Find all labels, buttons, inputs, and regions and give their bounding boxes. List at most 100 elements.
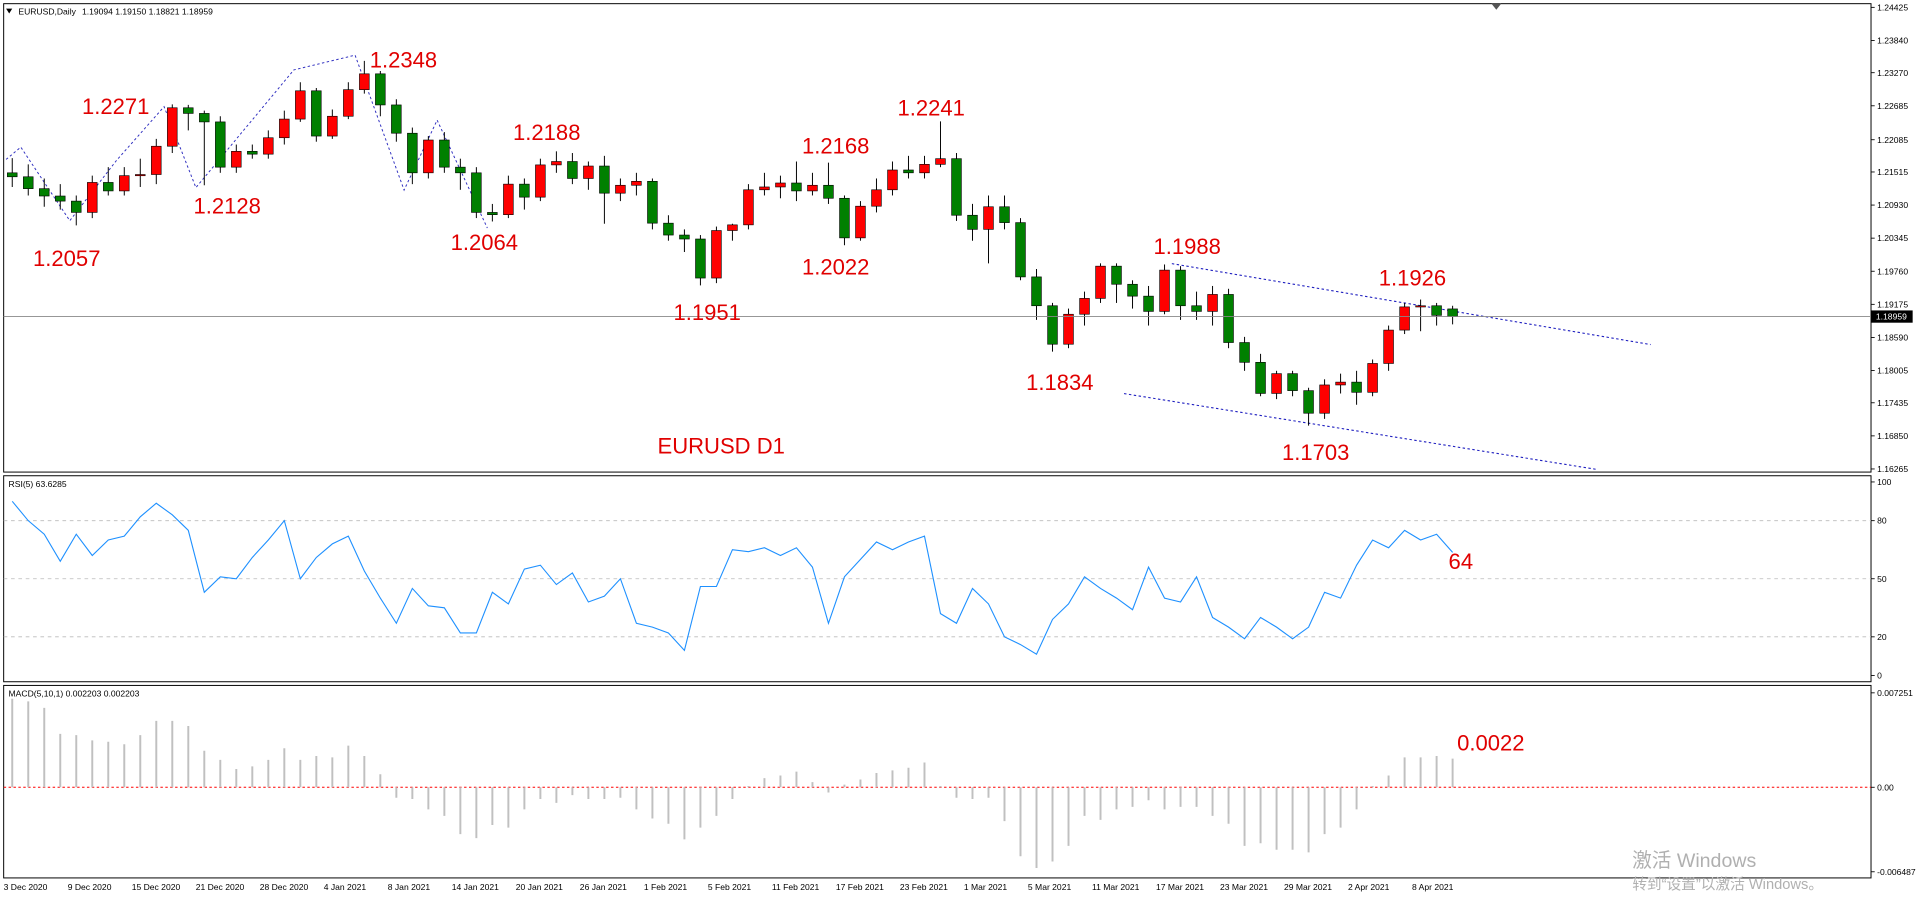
macd-annotation: 0.0022	[1457, 730, 1524, 755]
candle-body	[1015, 222, 1026, 278]
candle-body	[999, 206, 1010, 223]
candle-body	[119, 175, 130, 192]
y-tick-label: 1.18005	[1877, 366, 1908, 376]
y-tick-label: 1.20345	[1877, 233, 1908, 243]
plot-area	[3, 698, 1872, 869]
y-tick-label: 20	[1877, 632, 1887, 642]
header-open: 1.19094	[82, 7, 113, 17]
shift-marker[interactable]	[1491, 3, 1502, 10]
x-tick-label: 4 Jan 2021	[324, 882, 367, 892]
candle-body	[1079, 298, 1090, 315]
candle-body	[1239, 342, 1250, 363]
candle-body	[7, 172, 18, 178]
price-label-box	[1871, 310, 1913, 323]
x-tick-label: 8 Jan 2021	[388, 882, 431, 892]
candle-body	[199, 113, 210, 123]
candle-body	[311, 90, 322, 137]
y-tick-label: 1.21515	[1877, 167, 1908, 177]
candle-body	[695, 238, 706, 279]
candle-body	[919, 164, 930, 174]
price-annotation: 1.1703	[1282, 440, 1349, 465]
x-tick-label: 1 Mar 2021	[964, 882, 1008, 892]
y-tick-label: 1.19760	[1877, 266, 1908, 276]
candle-body	[359, 73, 370, 90]
candle-body	[567, 161, 578, 179]
candle-body	[903, 169, 914, 174]
candle-body	[343, 89, 354, 117]
candle-body	[487, 212, 498, 215]
x-tick-label: 17 Mar 2021	[1156, 882, 1204, 892]
price-annotation: 1.1951	[673, 300, 740, 325]
candle-body	[1191, 305, 1202, 312]
candle-body	[103, 182, 114, 192]
header-close: 1.18959	[182, 7, 213, 17]
candle-body	[535, 164, 546, 198]
candle-body	[1127, 283, 1138, 297]
y-tick-label: 0	[1877, 671, 1882, 681]
candle-body	[1159, 269, 1170, 312]
y-tick-label: 1.16850	[1877, 431, 1908, 441]
candle-body	[679, 234, 690, 240]
x-tick-label: 9 Dec 2020	[68, 882, 112, 892]
candle-body	[647, 180, 658, 224]
candle-body	[23, 176, 34, 189]
candle-body	[743, 189, 754, 226]
trend-line	[1123, 393, 1599, 471]
price-annotation: 1.1834	[1026, 370, 1093, 395]
x-tick-label: 21 Dec 2020	[196, 882, 245, 892]
candle-body	[1431, 305, 1442, 316]
watermark: 激活 Windows	[1632, 850, 1756, 872]
rsi-name: RSI(5)	[9, 479, 34, 489]
candle-body	[295, 90, 306, 120]
candle-body	[967, 214, 978, 230]
y-tick-label: 1.22685	[1877, 101, 1908, 111]
candle-body	[231, 151, 242, 168]
candle-body	[439, 139, 450, 168]
candle-body	[855, 205, 866, 239]
candle-body	[1223, 294, 1234, 343]
price-annotation: 1.2022	[802, 255, 869, 280]
price-label: 1.18959	[1876, 312, 1907, 322]
candle-body	[1319, 384, 1330, 414]
x-tick-label: 5 Mar 2021	[1028, 882, 1072, 892]
price-annotation: 1.2271	[82, 94, 149, 119]
candle-body	[583, 165, 594, 179]
plot-area	[7, 60, 1458, 426]
candle-body	[71, 200, 82, 213]
y-tick-label: 1.23840	[1877, 36, 1908, 46]
rsi-title: RSI(5) 63.6285	[9, 479, 67, 489]
candle-body	[711, 230, 722, 279]
x-tick-label: 2 Apr 2021	[1348, 882, 1390, 892]
candle-body	[615, 184, 626, 194]
macd-panel	[3, 684, 1872, 879]
x-tick-label: 20 Jan 2021	[516, 882, 563, 892]
candle-body	[215, 121, 226, 168]
menu-arrow[interactable]	[6, 8, 13, 14]
header-low: 1.18821	[149, 7, 180, 17]
y-tick-label: 0.007251	[1877, 688, 1913, 698]
y-tick-label: 1.16265	[1877, 464, 1908, 474]
candle-body	[1255, 362, 1266, 394]
rsi-annotation: 64	[1449, 549, 1474, 574]
candle-body	[423, 139, 434, 174]
candle-body	[151, 145, 162, 175]
candle-body	[663, 222, 674, 236]
watermark: 转到“设置”以激活 Windows。	[1632, 876, 1823, 893]
candle-body	[823, 184, 834, 199]
symbol: EURUSD,Daily	[18, 7, 76, 17]
x-tick-label: 11 Mar 2021	[1092, 882, 1140, 892]
price-annotation: 1.2057	[33, 246, 100, 271]
candle-body	[791, 182, 802, 192]
candle-body	[327, 115, 338, 137]
candle-body	[263, 137, 274, 155]
candle-body	[1351, 381, 1362, 393]
y-tick-label: 1.17435	[1877, 398, 1908, 408]
y-tick-label: 1.20930	[1877, 200, 1908, 210]
candle-body	[1335, 381, 1346, 386]
symbol-header: EURUSD,Daily 1.19094 1.19150 1.18821 1.1…	[18, 7, 213, 17]
macd-signal: 0.002203	[104, 688, 140, 698]
x-tick-label: 1 Feb 2021	[644, 882, 688, 892]
candle-body	[839, 197, 850, 239]
